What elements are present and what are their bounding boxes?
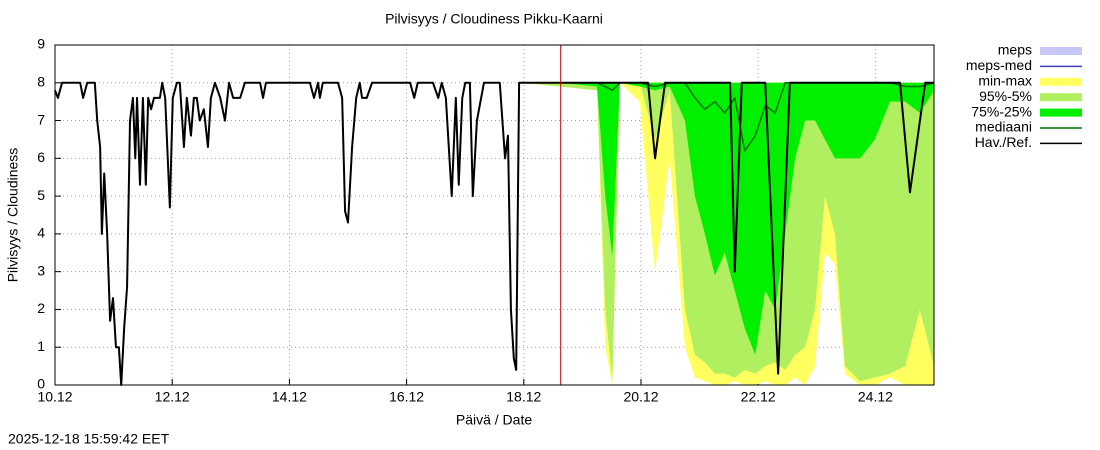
line xyxy=(54,81,934,386)
x-tick-label: 20.12 xyxy=(623,389,658,405)
legend-swatch xyxy=(1040,77,1082,86)
x-tick-label: 24.12 xyxy=(858,389,893,405)
timestamp: 2025-12-18 15:59:42 EET xyxy=(8,431,170,447)
plot-frame xyxy=(54,44,935,386)
y-tick-label: 8 xyxy=(37,73,45,89)
legend-swatch xyxy=(1040,108,1082,117)
y-tick-label: 5 xyxy=(37,187,45,203)
legend-label: min-max xyxy=(978,73,1032,89)
y-tick-label: 7 xyxy=(37,111,45,127)
x-tick-label: 14.12 xyxy=(272,389,307,405)
y-tick-label: 2 xyxy=(37,300,45,316)
y-tick-label: 3 xyxy=(37,262,45,278)
legend-label: 75%-25% xyxy=(971,103,1032,119)
x-tick-label: 10.12 xyxy=(37,389,72,405)
y-tick-label: 1 xyxy=(37,338,45,354)
x-tick-label: 12.12 xyxy=(155,389,190,405)
legend-label: meps xyxy=(998,42,1032,58)
x-axis-label: Päivä / Date xyxy=(456,412,532,428)
y-tick-label: 0 xyxy=(37,376,45,392)
chart-title: Pilvisyys / Cloudiness Pikku-Kaarni xyxy=(385,11,603,27)
y-tick-label: 4 xyxy=(37,225,45,241)
x-tick-label: 22.12 xyxy=(741,389,776,405)
y-axis-label: Pilvisyys / Cloudiness xyxy=(5,148,21,283)
y-tick-label: 6 xyxy=(37,149,45,165)
legend-label: Hav./Ref. xyxy=(975,134,1032,150)
legend-label: meps-med xyxy=(966,57,1032,73)
legend-label: 95%-5% xyxy=(979,88,1032,104)
y-tick-label: 9 xyxy=(37,36,45,52)
x-tick-label: 18.12 xyxy=(506,389,541,405)
x-tick-label: 16.12 xyxy=(389,389,424,405)
legend-label: mediaani xyxy=(975,119,1032,135)
band xyxy=(520,82,934,355)
legend-swatch xyxy=(1040,47,1082,55)
legend-swatch xyxy=(1040,93,1082,102)
